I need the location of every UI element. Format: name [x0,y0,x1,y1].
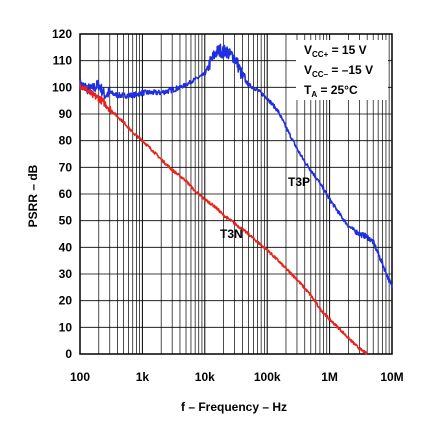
y-tick-label: 90 [59,107,73,121]
x-tick-label: 1M [321,370,338,384]
x-tick-label: 10M [380,370,403,384]
x-tick-labels: 100 1k 10k 100k 1M 10M [70,370,404,384]
series-label-t3p: T3P [288,175,310,189]
series-label-t3n: T3N [220,227,243,241]
y-tick-label: 70 [59,160,73,174]
y-tick-label: 0 [65,347,72,361]
series-line-t3p [79,43,393,289]
y-tick-label: 100 [52,80,72,94]
plot-frame [79,33,393,355]
y-tick-label: 120 [52,27,72,41]
series-line-t3n [79,83,368,355]
y-tick-label: 40 [59,240,73,254]
x-tick-label: 100 [70,370,90,384]
annotation-vcc-pos: VCC+ = 15 V [304,43,367,59]
x-tick-label: 10k [195,370,215,384]
y-tick-label: 80 [59,134,73,148]
series-layer [79,43,393,355]
y-tick-labels: 0 10 20 30 40 50 60 70 80 90 100 110 120 [52,27,72,361]
y-tick-label: 50 [59,214,73,228]
y-tick-label: 20 [59,294,73,308]
annotation-box [296,40,388,100]
y-tick-label: 110 [53,54,73,68]
x-tick-label: 100k [254,370,281,384]
y-axis-label: PSRR – dB [26,164,40,227]
x-tick-label: 1k [136,370,150,384]
y-tick-label: 60 [59,187,73,201]
annotation-vcc-neg: VCC– = –15 V [304,63,373,79]
y-tick-label: 30 [59,267,73,281]
x-axis-label: f – Frequency – Hz [181,400,287,414]
y-tick-label: 10 [59,320,73,334]
annotation-ta: TA = 25°C [304,83,358,99]
